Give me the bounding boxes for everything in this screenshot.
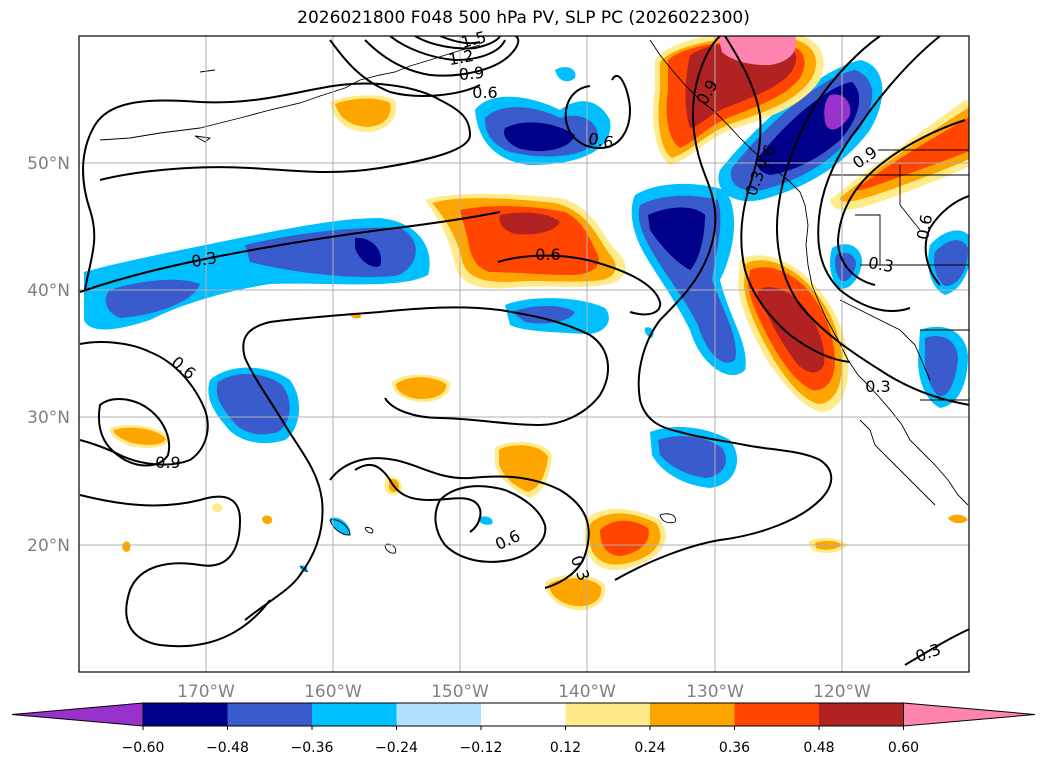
colorbar-segment: [734, 703, 820, 726]
contour-label: 0.3: [190, 248, 218, 271]
colorbar-extend-max: [903, 702, 1036, 727]
pv-anomaly-negative: [84, 60, 969, 572]
contour-label: 0.3: [865, 377, 890, 396]
contour-label: 0.6: [168, 352, 200, 383]
colorbar-tick-label: −0.24: [375, 740, 418, 756]
pv-anomaly-positive: [109, 36, 969, 611]
colorbar-tick-label: 0.36: [719, 740, 750, 756]
colorbar-tick-label: −0.48: [206, 740, 249, 756]
contour-label: 1.2: [447, 46, 475, 69]
colorbar-segment: [312, 703, 397, 726]
lon-labels: 170°W 160°W 150°W 140°W 130°W 120°W: [177, 682, 871, 702]
map-frame: [78, 35, 970, 673]
lon-label: 170°W: [177, 682, 235, 702]
colorbar-tick-label: −0.60: [122, 740, 165, 756]
lon-label: 160°W: [304, 682, 362, 702]
contour-label: 0.9: [458, 63, 485, 84]
colorbar-segment: [227, 703, 313, 726]
pv-shading: [84, 36, 969, 611]
colorbar-tick-label: 0.12: [550, 740, 581, 756]
colorbar-segment: [650, 703, 735, 726]
slp-contours: [79, 36, 969, 666]
colorbar-extend-min: [11, 702, 144, 727]
contour-label: 0.9: [155, 453, 180, 472]
colorbar-tick-label: 0.24: [634, 740, 665, 756]
colorbar-tick-label: 0.60: [888, 740, 919, 756]
contour-label: 0.6: [535, 245, 560, 264]
colorbar-tick-label: −0.36: [291, 740, 334, 756]
colorbar-segment: [819, 703, 904, 726]
lon-label: 130°W: [686, 682, 744, 702]
colorbar-segment: [481, 703, 566, 726]
contour-label: 0.3: [867, 253, 895, 276]
contour-label: 0.6: [492, 526, 523, 554]
map-title: 2026021800 F048 500 hPa PV, SLP PC (2026…: [297, 8, 750, 28]
lon-label: 140°W: [558, 682, 616, 702]
colorbar-frame: [142, 702, 904, 727]
contour-label: 0.6: [472, 83, 497, 102]
contour-label: 0.6: [587, 129, 615, 152]
lat-label: 50°N: [27, 154, 70, 174]
lat-label: 20°N: [27, 536, 70, 556]
colorbar-tick-label: −0.12: [460, 740, 503, 756]
lat-labels: 50°N 40°N 30°N 20°N: [27, 154, 70, 556]
lon-label: 120°W: [813, 682, 871, 702]
lon-label: 150°W: [431, 682, 489, 702]
colorbar-segment: [396, 703, 482, 726]
lat-label: 40°N: [27, 281, 70, 301]
colorbar-segment: [143, 703, 228, 726]
graticule: [79, 36, 969, 672]
contour-label: 0.3: [913, 640, 943, 667]
colorbar-segment: [565, 703, 651, 726]
colorbar-tick-label: 0.48: [803, 740, 834, 756]
lat-label: 30°N: [27, 408, 70, 428]
colorbar: −0.60 −0.48 −0.36 −0.24 −0.12 0.12 0.24 0.36 0.4…: [11, 702, 1036, 756]
contour-label: 0.6: [913, 213, 936, 241]
